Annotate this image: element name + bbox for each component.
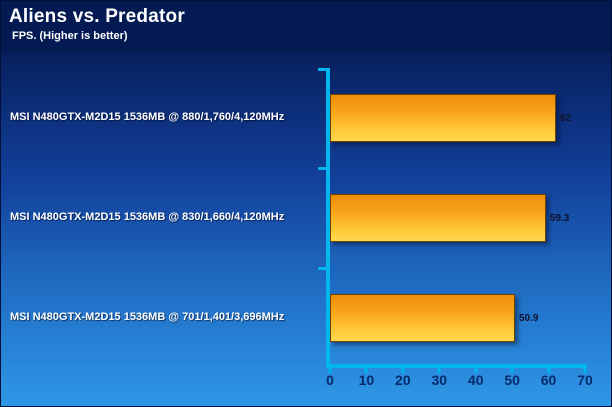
x-tick-label: 0 (326, 372, 334, 388)
bar-row: 62 (330, 94, 571, 142)
y-axis-tick (318, 167, 326, 170)
x-tick-mark (474, 368, 478, 373)
x-axis-ticks: 0 10 20 30 40 50 60 70 (326, 53, 593, 406)
x-tick-mark (510, 368, 514, 373)
x-tick-label: 50 (504, 372, 520, 388)
y-axis-line (326, 68, 330, 368)
x-tick-mark (328, 368, 332, 373)
x-tick-mark (583, 368, 587, 373)
x-tick-label: 10 (358, 372, 375, 388)
plot-area: MSI N480GTX-M2D15 1536MB @ 880/1,760/4,1… (1, 53, 611, 406)
bar-row: 59.3 (330, 194, 569, 242)
bar (330, 94, 556, 142)
x-tick-label: 30 (431, 372, 448, 388)
chart-title: Aliens vs. Predator (9, 6, 185, 27)
x-tick-label: 70 (577, 372, 593, 388)
value-label: 59.3 (550, 212, 570, 224)
value-label: 50.9 (519, 312, 539, 324)
x-axis-line (326, 364, 587, 368)
chart-header: Aliens vs. Predator FPS. (Higher is bett… (1, 1, 611, 53)
category-label: MSI N480GTX-M2D15 1536MB @ 880/1,760/4,1… (10, 111, 285, 124)
chart-row: MSI N480GTX-M2D15 1536MB @ 830/1,660/4,1… (1, 168, 326, 268)
chart-subtitle: FPS. (Higher is better) (12, 30, 128, 42)
y-axis-tick (318, 68, 326, 71)
x-tick-label: 60 (540, 372, 557, 388)
category-label: MSI N480GTX-M2D15 1536MB @ 701/1,401/3,6… (10, 311, 285, 324)
y-axis-tick (318, 267, 326, 270)
x-tick-mark (401, 368, 405, 373)
x-tick-label: 40 (467, 372, 484, 388)
x-tick-mark (547, 368, 551, 373)
bar-row: 50.9 (330, 294, 538, 342)
chart-row: MSI N480GTX-M2D15 1536MB @ 880/1,760/4,1… (1, 68, 326, 168)
bar (330, 194, 546, 242)
chart-row: MSI N480GTX-M2D15 1536MB @ 701/1,401/3,6… (1, 268, 326, 368)
bar (330, 294, 515, 342)
x-tick-mark (437, 368, 441, 373)
x-tick-label: 20 (395, 372, 411, 388)
x-tick-mark (364, 368, 368, 373)
value-label: 62 (560, 112, 572, 124)
category-label: MSI N480GTX-M2D15 1536MB @ 830/1,660/4,1… (10, 211, 285, 224)
